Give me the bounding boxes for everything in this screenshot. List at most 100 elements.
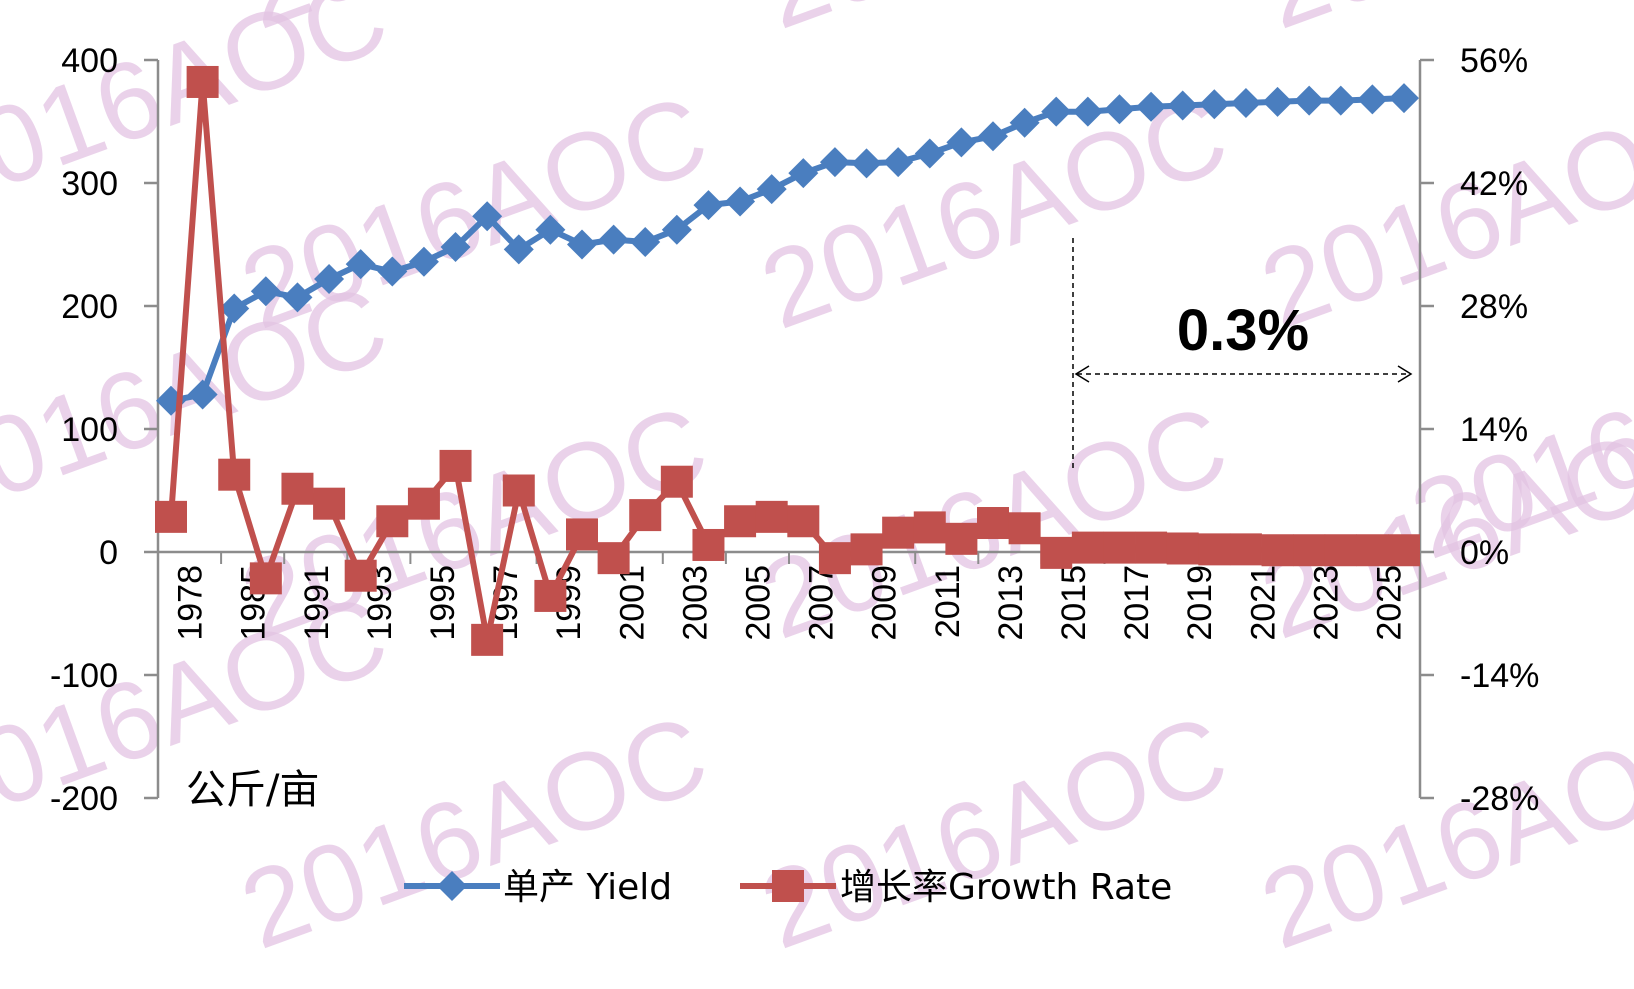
watermark-text: 2016AOC	[746, 692, 1242, 973]
watermark-text: 2016AOC	[1246, 692, 1634, 973]
x-tick-label: 2013	[992, 565, 1030, 641]
left-tick-label: 300	[61, 165, 118, 203]
x-tick-label: 2005	[739, 565, 777, 641]
yield-point	[693, 190, 724, 221]
yield-point	[535, 214, 566, 245]
yield-point	[661, 214, 692, 245]
right-tick-label: 0%	[1460, 534, 1509, 572]
growth-point	[186, 65, 219, 98]
growth-point	[281, 472, 314, 505]
growth-point	[439, 449, 472, 482]
yield-point	[1104, 94, 1135, 125]
left-tick-label: 200	[61, 288, 118, 326]
arrowhead-right	[1397, 365, 1413, 383]
growth-point	[1198, 533, 1231, 566]
yield-point	[788, 158, 819, 189]
yield-point	[1325, 85, 1356, 116]
growth-point	[692, 528, 725, 561]
yield-line	[170, 95, 1405, 404]
growth-point	[502, 474, 535, 507]
series-growth-rate	[155, 65, 1420, 656]
yield-point	[946, 127, 977, 158]
legend-growth-marker	[772, 870, 804, 902]
yield-point	[1041, 96, 1072, 127]
yield-point	[1072, 96, 1103, 127]
growth-point	[471, 623, 504, 656]
x-tick-label: 1978	[172, 565, 210, 641]
growth-point	[882, 516, 915, 549]
right-tick-label: 14%	[1460, 411, 1528, 449]
annotation-value: 0.3%	[1177, 298, 1309, 363]
left-tick-label: -100	[50, 657, 118, 695]
yield-point	[1230, 88, 1261, 119]
left-tick-label: 400	[61, 42, 118, 80]
growth-point	[249, 562, 282, 595]
growth-point	[1071, 531, 1104, 564]
growth-point	[218, 458, 251, 491]
legend: 单产 Yield 增长率Growth Rate	[404, 867, 1172, 908]
growth-point	[818, 542, 851, 575]
growth-point	[1008, 512, 1041, 545]
growth-point	[755, 500, 788, 533]
x-tick-label: 2007	[803, 565, 841, 641]
x-tick-label: 1991	[298, 565, 336, 641]
growth-point	[1135, 531, 1168, 564]
y-unit-label: 公斤/亩	[186, 767, 319, 813]
series-yield	[156, 83, 1419, 416]
annotation-layer: 公斤/亩 0.3%	[186, 238, 1413, 813]
legend-growth-label: 增长率Growth Rate	[840, 867, 1172, 908]
yield-point	[978, 121, 1008, 152]
yield-point	[567, 229, 597, 260]
yield-point	[472, 201, 503, 232]
yield-point	[819, 147, 850, 178]
yield-point	[408, 246, 439, 277]
x-tick-label: 1995	[424, 565, 462, 641]
yield-point	[250, 276, 281, 307]
watermark-text: 2016AOC	[746, 0, 1242, 53]
yield-point	[440, 231, 471, 262]
yield-point	[756, 174, 787, 205]
growth-point	[407, 487, 440, 520]
legend-yield-label: 单产 Yield	[503, 867, 672, 908]
yield-point	[503, 234, 534, 265]
yield-point	[1262, 86, 1293, 117]
left-tick-label: -200	[50, 780, 118, 818]
growth-point	[945, 522, 978, 555]
yield-point	[1009, 107, 1040, 138]
yield-point	[1136, 91, 1167, 122]
yield-point	[914, 138, 945, 169]
yield-point	[282, 282, 313, 313]
left-tick-label: 0	[99, 534, 118, 572]
watermark-text: 2016AOC	[1246, 0, 1634, 53]
growth-point	[1293, 534, 1326, 567]
growth-point	[1229, 533, 1262, 566]
growth-point	[1388, 534, 1420, 567]
right-tick-label: 42%	[1460, 165, 1528, 203]
growth-point	[376, 505, 409, 538]
growth-point	[1356, 534, 1389, 567]
x-tick-label: 2023	[1307, 565, 1345, 641]
x-tick-label: 2011	[929, 565, 967, 638]
x-tick-label: 2009	[866, 565, 904, 641]
x-tick-label: 2015	[1055, 565, 1093, 641]
yield-point	[345, 249, 376, 280]
growth-point	[344, 559, 377, 592]
yield-point	[630, 227, 661, 258]
yield-point	[377, 256, 408, 287]
yield-point	[598, 224, 629, 255]
growth-point	[155, 500, 187, 533]
growth-point	[660, 465, 693, 498]
yield-point	[1294, 85, 1325, 116]
x-tick-label: 2021	[1244, 565, 1282, 641]
yield-point	[725, 186, 756, 217]
legend-yield-marker	[437, 871, 467, 901]
x-tick-label: 2001	[613, 565, 651, 641]
x-tick-label: 2017	[1118, 565, 1156, 641]
growth-point	[597, 542, 630, 575]
growth-point	[566, 518, 598, 551]
right-tick-label: 28%	[1460, 288, 1528, 326]
right-tick-label: -28%	[1460, 780, 1539, 818]
growth-point	[1103, 531, 1136, 564]
yield-point	[187, 379, 218, 410]
